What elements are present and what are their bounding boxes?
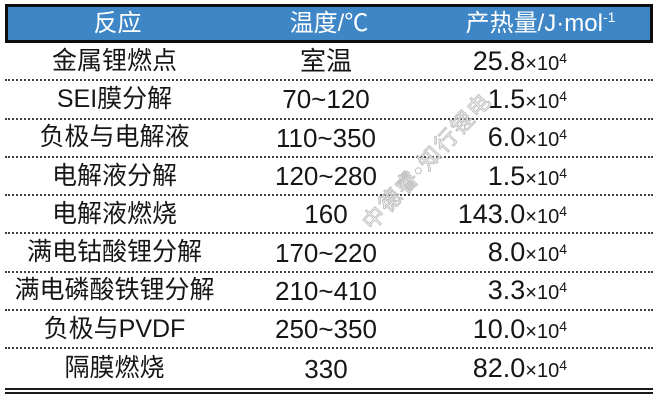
heat-exponent: 4 [559,164,567,181]
reaction-cell: 满电磷酸铁锂分解 [14,276,215,305]
heat-cell: 143.0×104 [428,198,647,229]
temperature-cell: 室温 [299,46,352,77]
temperature-cell: 70~120 [282,84,370,115]
reaction-cell: 隔膜燃烧 [64,354,165,383]
heat-value: 10.0 [472,313,526,344]
heat-value: 25.8 [472,45,526,76]
temperature-cell: 330 [304,353,348,384]
heat-cell: 6.0×104 [428,124,647,151]
heat-exponent: 4 [559,357,567,374]
reaction-cell: 满电钴酸锂分解 [26,238,202,267]
heat-value: 143.0 [457,198,526,229]
heat-value: 3.3 [487,275,526,306]
heat-exponent: 4 [559,279,567,296]
heat-times-ten: ×10 [525,244,560,267]
heat-cell: 8.0×104 [428,239,647,266]
heat-times-ten: ×10 [525,90,560,113]
heat-exponent: 4 [559,87,567,104]
table-row: 电解液燃烧 160 143.0×104 [5,196,653,235]
heat-times-ten: ×10 [525,129,560,152]
table-row: 电解液分解 120~280 1.5×104 [5,158,653,197]
heat-times-ten: ×10 [525,320,560,343]
heat-cell: 82.0×104 [428,355,647,382]
heat-cell: 3.3×104 [428,277,647,304]
heat-cell: 1.5×104 [428,83,647,114]
heat-exponent: 4 [559,202,567,219]
column-header-heat-label: 产热量/J·mol [465,9,603,37]
temperature-cell: 110~350 [275,122,376,153]
heat-times-ten: ×10 [525,282,560,305]
table-row: 满电磷酸铁锂分解 210~410 3.3×104 [5,273,653,312]
table-header-row: 反应 温度/℃ 产热量/J·mol-1 [5,4,653,43]
table-row: 负极与PVDF 250~350 10.0×104 [5,311,653,350]
heat-value: 1.5 [487,160,526,191]
temperature-cell: 170~220 [275,237,377,268]
heat-value: 6.0 [487,122,526,153]
temperature-cell: 160 [304,199,348,230]
column-header-temperature: 温度/℃ [289,9,369,37]
heat-times-ten: ×10 [525,52,560,75]
heat-value: 8.0 [487,237,526,268]
reaction-cell: SEI膜分解 [56,84,173,113]
heat-times-ten: ×10 [525,167,560,190]
heat-cell: 1.5×104 [428,160,647,191]
column-header-reaction: 反应 [93,9,142,37]
reaction-cell: 电解液分解 [51,161,177,190]
reaction-cell: 负极与PVDF [43,314,186,343]
heat-cell: 10.0×104 [428,313,647,344]
table-row: 负极与电解液 110~350 6.0×104 [5,120,653,158]
heat-times-ten: ×10 [525,360,560,383]
temperature-cell: 120~280 [275,161,377,192]
heat-exponent: 4 [559,49,567,66]
heat-value: 82.0 [472,353,526,384]
heat-value: 1.5 [487,83,526,114]
table-row: 金属锂燃点 室温 25.8×104 [5,43,653,82]
reaction-cell: 电解液燃烧 [51,199,177,228]
column-header-heat-exponent: -1 [602,8,616,25]
table-body: 金属锂燃点 室温 25.8×104 SEI膜分解 70~120 1.5×104 负极与电解液… [5,43,653,394]
column-header-heat: 产热量/J·mol-1 [431,8,650,37]
heat-exponent: 4 [559,241,567,258]
temperature-cell: 210~410 [275,275,377,306]
temperature-cell: 250~350 [275,314,377,345]
heat-times-ten: ×10 [525,205,560,228]
data-table: 反应 温度/℃ 产热量/J·mol-1 金属锂燃点 室温 25.8×104 SEI膜分… [5,4,653,394]
heat-exponent: 4 [559,317,567,334]
table-row: 满电钴酸锂分解 170~220 8.0×104 [5,234,653,273]
reaction-cell: 金属锂燃点 [51,46,177,75]
reaction-cell: 负极与电解液 [39,123,190,152]
table-row: SEI膜分解 70~120 1.5×104 [5,81,653,120]
heat-exponent: 4 [559,126,567,143]
table-row: 隔膜燃烧 330 82.0×104 [5,349,653,387]
heat-cell: 25.8×104 [428,45,647,76]
